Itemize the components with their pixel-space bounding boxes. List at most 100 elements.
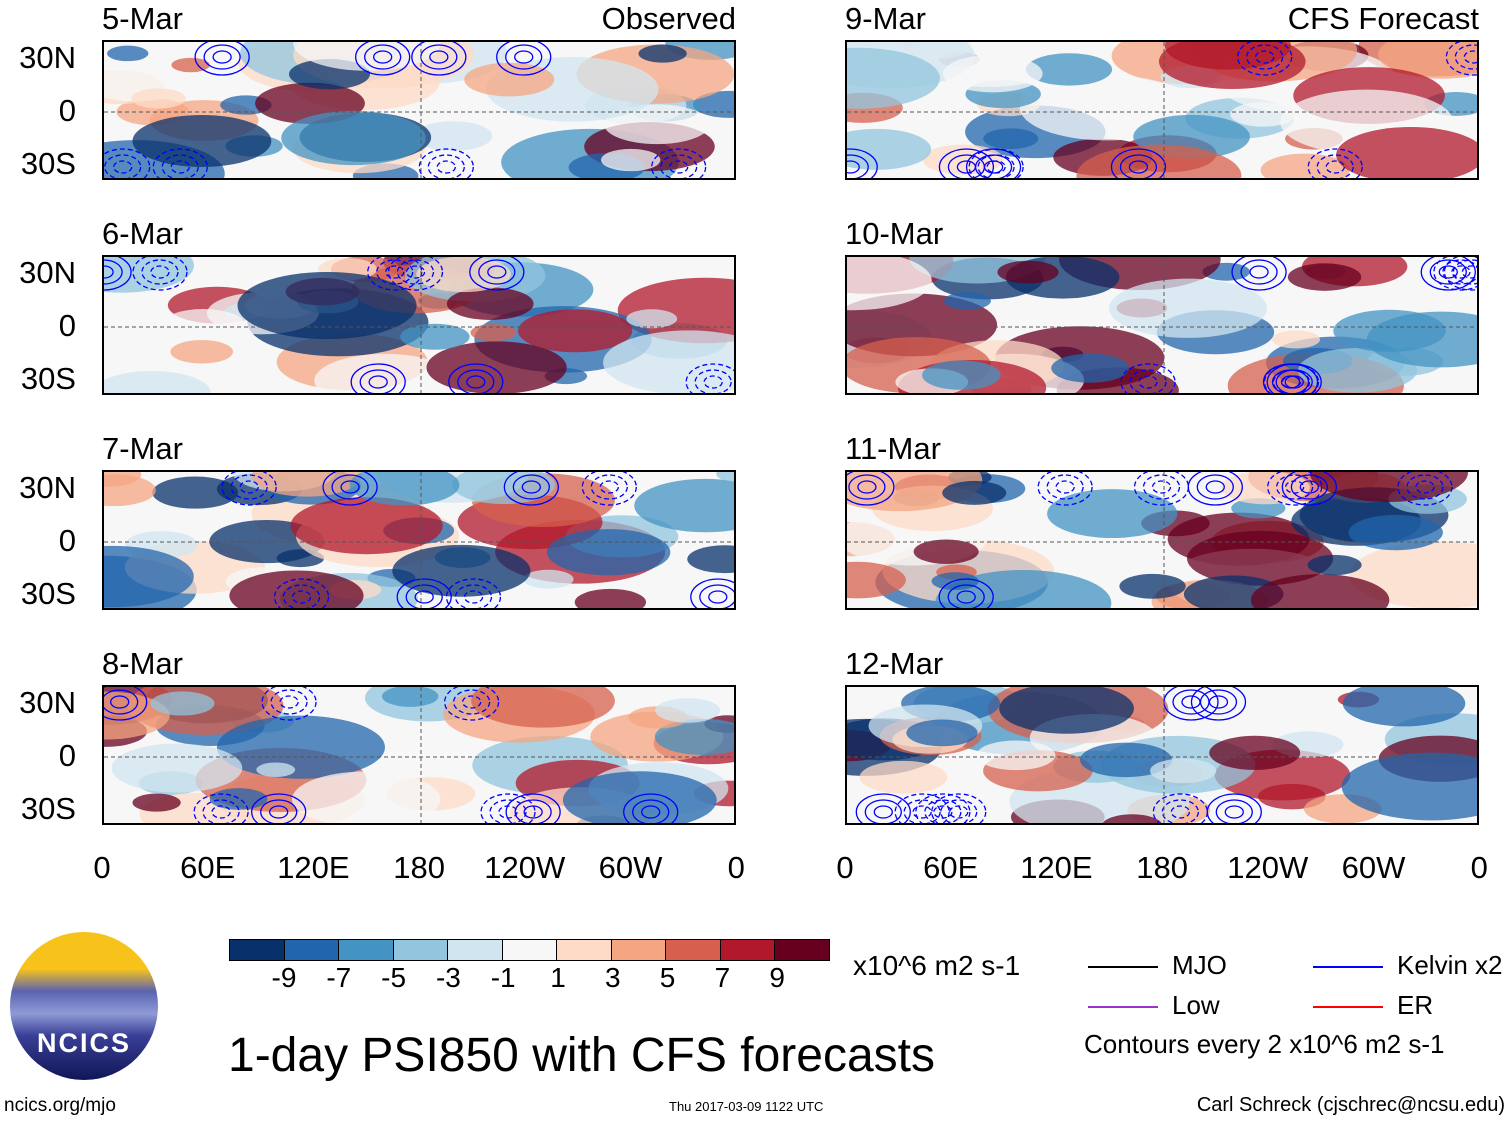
kelvin-contour xyxy=(512,474,550,500)
legend-label: Low xyxy=(1172,990,1220,1020)
logo-text: NCICS xyxy=(36,1028,131,1058)
kelvin-contour xyxy=(912,805,932,819)
legend-line-2 xyxy=(1088,1006,1158,1008)
anomaly-blob xyxy=(983,128,1039,150)
latitude-label: 0 xyxy=(58,523,76,558)
anomaly-blob xyxy=(574,588,647,608)
kelvin-contour xyxy=(1246,44,1284,70)
anomaly-blob xyxy=(562,771,717,823)
kelvin-contour xyxy=(1420,257,1476,291)
anomaly-blob xyxy=(104,545,194,608)
kelvin-contour xyxy=(104,265,114,279)
kelvin-contour xyxy=(894,793,950,823)
anomaly-blob xyxy=(104,371,211,393)
anomaly-blob xyxy=(935,569,1112,608)
kelvin-contour xyxy=(503,472,559,506)
longitude-label: 60E xyxy=(923,850,979,885)
anomaly-blob xyxy=(1080,742,1173,778)
anomaly-blob xyxy=(171,57,210,73)
anomaly-blob xyxy=(847,128,932,170)
kelvin-contour xyxy=(956,590,976,604)
kelvin-contour xyxy=(152,148,208,178)
kelvin-contour xyxy=(478,259,516,285)
anomaly-blob xyxy=(1150,758,1217,784)
anomaly-blob xyxy=(470,324,517,342)
kelvin-contour xyxy=(445,578,502,608)
kelvin-contour xyxy=(355,42,411,76)
kelvin-contour xyxy=(873,805,893,819)
anomaly-blob xyxy=(290,497,443,555)
anomaly-blob xyxy=(1119,573,1186,599)
panel-date: 10-Mar xyxy=(845,216,944,251)
kelvin-contour xyxy=(489,799,527,823)
anomaly-blob xyxy=(416,257,511,293)
anomaly-blob xyxy=(293,42,441,71)
map-panel xyxy=(845,255,1479,395)
kelvin-contour xyxy=(1461,265,1477,279)
kelvin-contour xyxy=(1451,265,1471,279)
anomaly-blob xyxy=(942,54,1043,93)
anomaly-blob xyxy=(847,257,932,311)
colorbar-swatch xyxy=(720,940,775,960)
kelvin-contour xyxy=(1276,474,1314,500)
kelvin-contour xyxy=(282,584,321,608)
footer-timestamp: Thu 2017-03-09 1122 UTC xyxy=(669,1099,824,1114)
latitude-label: 30S xyxy=(20,146,76,181)
anomaly-blob xyxy=(229,570,364,608)
kelvin-contour xyxy=(429,50,449,64)
psi850-anomaly-field xyxy=(104,257,734,393)
psi850-anomaly-field xyxy=(104,687,734,823)
kelvin-contour xyxy=(669,160,689,174)
kelvin-contour xyxy=(651,148,707,178)
kelvin-contour xyxy=(1208,695,1229,709)
kelvin-contour xyxy=(1316,154,1354,178)
colorbar-label: -9 xyxy=(271,962,297,993)
kelvin-contour xyxy=(938,148,995,178)
latitude-label: 30S xyxy=(20,576,76,611)
latitude-label: 30N xyxy=(19,255,76,290)
kelvin-contour xyxy=(931,793,987,823)
map-panel xyxy=(102,40,736,180)
kelvin-contour xyxy=(1299,480,1320,494)
anomaly-blob xyxy=(716,472,734,482)
legend-line-3 xyxy=(1313,1006,1383,1008)
kelvin-contour xyxy=(269,805,289,819)
anomaly-blob xyxy=(1051,353,1129,383)
colorbar-swatch xyxy=(393,940,448,960)
anomaly-blob xyxy=(251,472,362,497)
kelvin-contour xyxy=(1120,363,1176,393)
kelvin-contour xyxy=(915,793,971,823)
kelvin-contour xyxy=(368,375,388,389)
anomaly-blob xyxy=(1309,472,1469,502)
kelvin-contour xyxy=(1281,472,1338,506)
anomaly-blob xyxy=(604,104,711,145)
anomaly-blob xyxy=(209,788,268,810)
anomaly-blob xyxy=(150,691,215,716)
anomaly-blob xyxy=(913,539,979,564)
kelvin-contour xyxy=(221,472,277,506)
kelvin-contour xyxy=(487,265,507,279)
anomaly-blob xyxy=(1366,311,1477,368)
anomaly-blob xyxy=(1348,514,1443,551)
kelvin-contour xyxy=(452,689,491,715)
anomaly-blob xyxy=(1109,278,1268,338)
kelvin-contour xyxy=(104,257,132,291)
kelvin-contour xyxy=(340,480,360,494)
kelvin-contour xyxy=(396,259,435,285)
kelvin-contour xyxy=(364,44,402,70)
map-panel xyxy=(102,255,736,395)
kelvin-contour xyxy=(104,154,142,178)
kelvin-contour xyxy=(1206,793,1262,823)
latitude-label: 30N xyxy=(19,40,76,75)
kelvin-contour xyxy=(110,695,130,709)
kelvin-contour xyxy=(443,687,500,721)
anomaly-blob xyxy=(1307,554,1362,576)
kelvin-contour xyxy=(660,154,698,178)
anomaly-blob xyxy=(638,44,687,63)
kelvin-contour xyxy=(350,363,406,393)
contour-note: Contours every 2 x10^6 m2 s-1 xyxy=(1084,1029,1445,1059)
anomaly-blob xyxy=(922,360,1001,390)
kelvin-contour xyxy=(1240,259,1278,285)
colorbar-swatch xyxy=(557,940,612,960)
kelvin-contour xyxy=(1438,265,1458,279)
